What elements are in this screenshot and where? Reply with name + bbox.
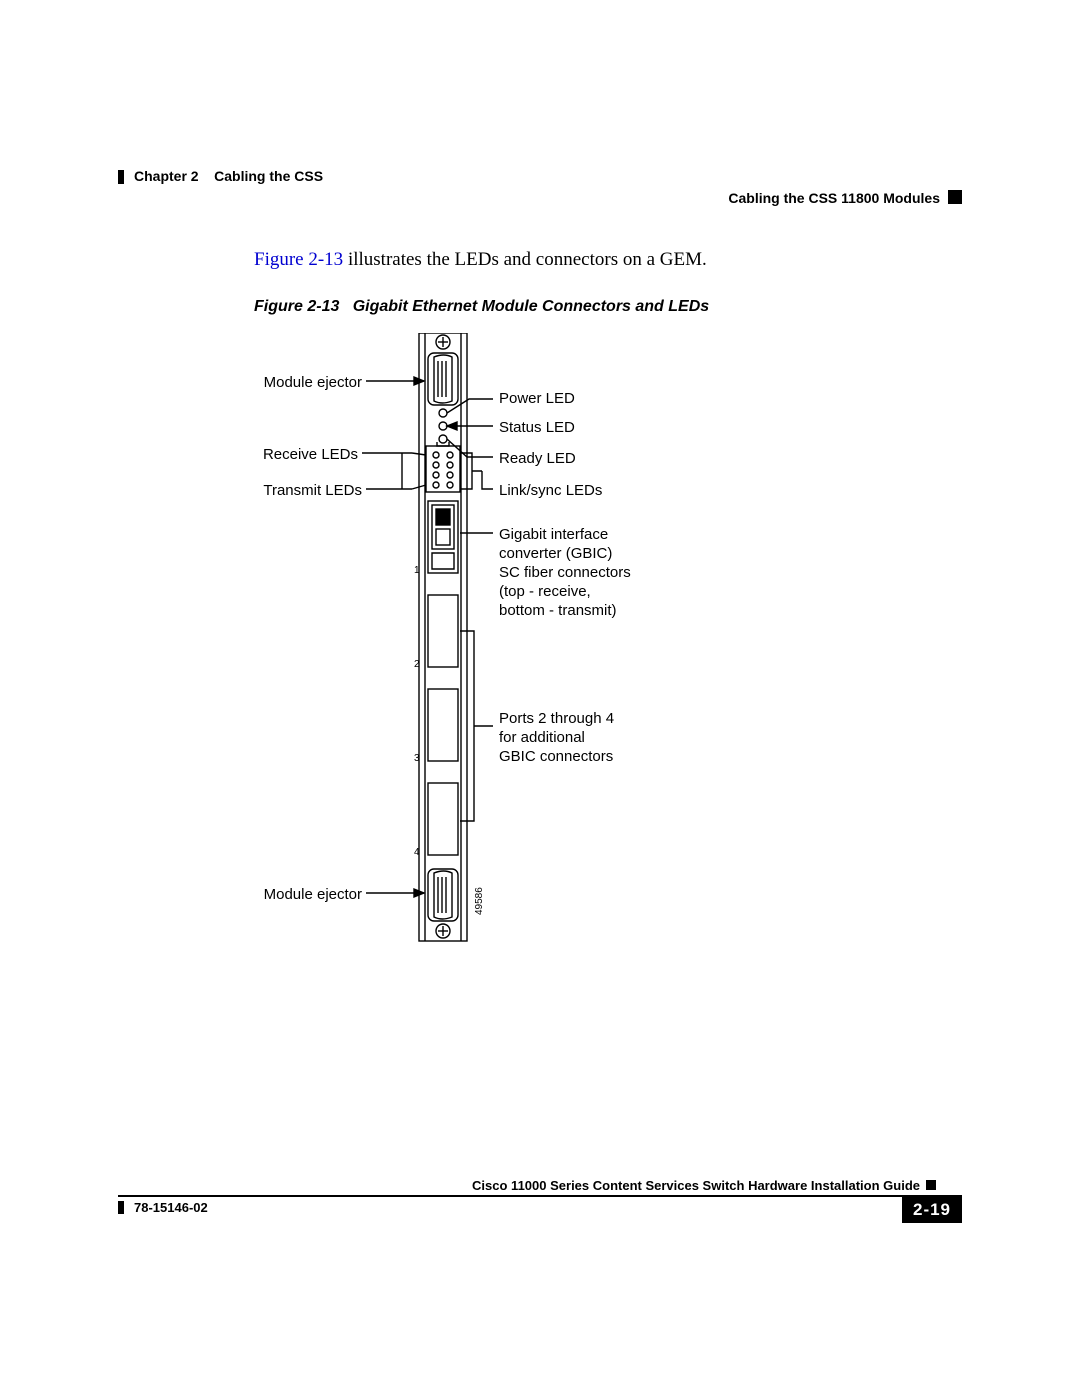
- label-receive-leds: Receive LEDs: [254, 445, 358, 464]
- label-module-ejector-top: Module ejector: [254, 373, 362, 392]
- footer-title-marker: [926, 1180, 936, 1190]
- label-link-sync-leds: Link/sync LEDs: [499, 481, 602, 500]
- artwork-id: 49586: [470, 887, 489, 915]
- chapter-title: Cabling the CSS: [214, 168, 323, 184]
- footer-document-number: 78-15146-02: [134, 1200, 208, 1215]
- port-number-1: 1: [414, 561, 420, 580]
- figure-caption: Figure 2-13 Gigabit Ethernet Module Conn…: [254, 298, 709, 316]
- label-ready-led: Ready LED: [499, 449, 576, 468]
- chapter-label: Chapter 2: [134, 168, 199, 184]
- port-number-4: 4: [414, 843, 420, 862]
- label-gbic-description: Gigabit interface converter (GBIC) SC fi…: [499, 525, 631, 620]
- page: Chapter 2 Cabling the CSS Cabling the CS…: [0, 0, 1080, 1397]
- intro-text: Figure 2-13 illustrates the LEDs and con…: [254, 249, 707, 271]
- port-number-3: 3: [414, 749, 420, 768]
- label-ports-description: Ports 2 through 4 for additional GBIC co…: [499, 709, 614, 766]
- footer-left-marker: [118, 1201, 124, 1214]
- label-status-led: Status LED: [499, 418, 575, 437]
- header-right-marker: [948, 190, 962, 204]
- intro-rest: illustrates the LEDs and connectors on a…: [343, 249, 707, 270]
- label-module-ejector-bottom: Module ejector: [254, 885, 362, 904]
- running-header-right: Cabling the CSS 11800 Modules: [728, 190, 940, 206]
- figure-cross-reference[interactable]: Figure 2-13: [254, 249, 343, 270]
- caption-prefix: Figure 2-13: [254, 298, 339, 315]
- header-left-marker: [118, 170, 124, 184]
- page-number: 2-19: [902, 1197, 962, 1223]
- port-number-2: 2: [414, 655, 420, 674]
- running-header-left: Chapter 2 Cabling the CSS: [134, 168, 323, 184]
- footer-book-title: Cisco 11000 Series Content Services Swit…: [472, 1178, 920, 1193]
- footer-rule: [118, 1195, 962, 1197]
- label-transmit-leds: Transmit LEDs: [254, 481, 362, 500]
- figure-diagram: Module ejector Receive LEDs Transmit LED…: [254, 333, 754, 953]
- caption-title: Gigabit Ethernet Module Connectors and L…: [353, 298, 709, 315]
- label-power-led: Power LED: [499, 389, 575, 408]
